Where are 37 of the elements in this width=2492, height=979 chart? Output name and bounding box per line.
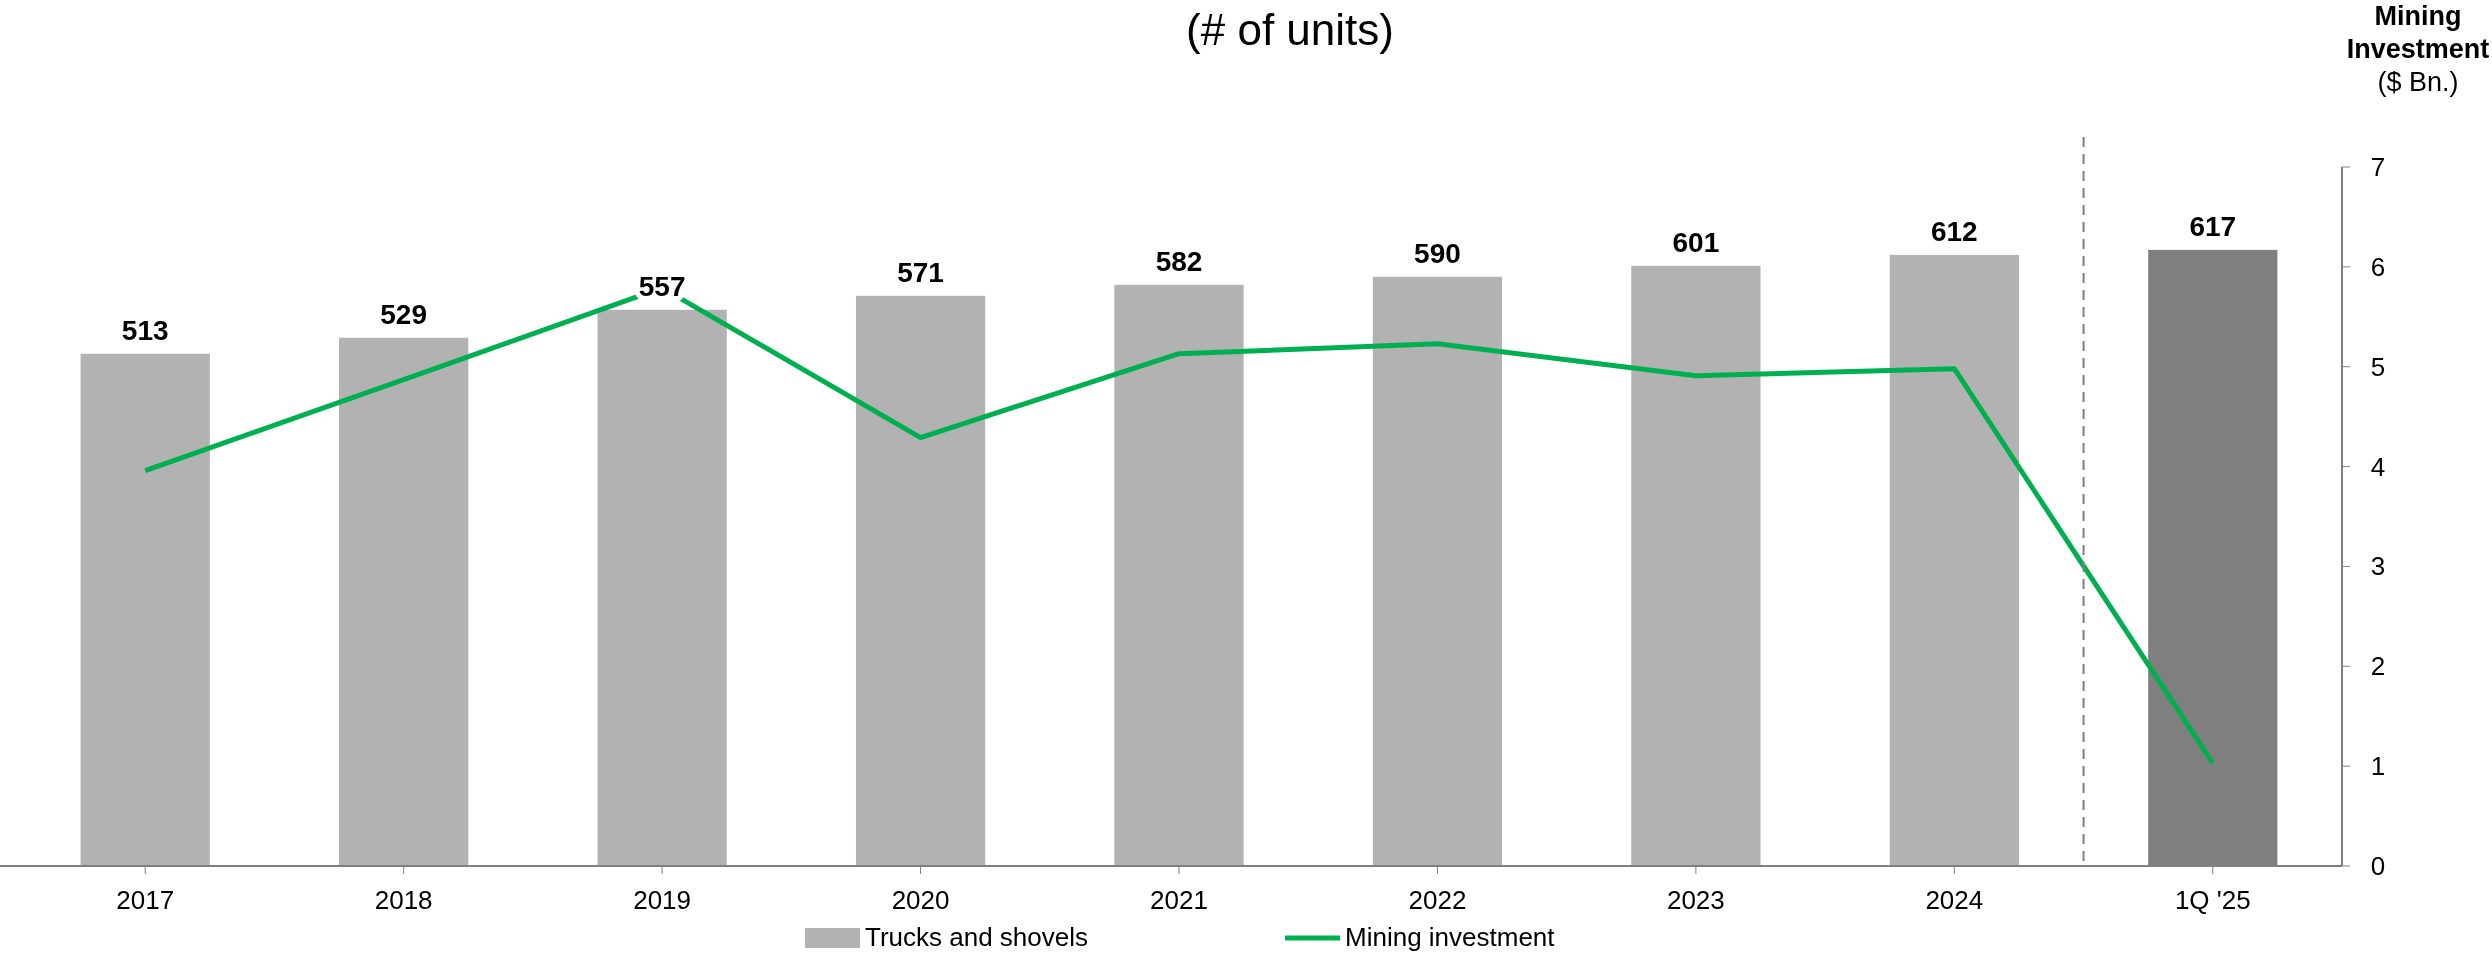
- data-label: 571: [897, 256, 944, 288]
- y2-axis-title: Mining Investment ($ Bn.): [2346, 1, 2490, 97]
- bar: [597, 309, 727, 866]
- x-tick-label: 2018: [374, 885, 433, 915]
- bar: [1631, 265, 1761, 866]
- y2-tick-label: 3: [2370, 551, 2386, 582]
- y2-tick-label: 7: [2370, 152, 2386, 182]
- x-tick-label: 2023: [1666, 885, 1725, 915]
- x-tick-label: 2024: [1925, 885, 1984, 915]
- data-label: 612: [1930, 215, 1978, 247]
- y2-tick-label: 6: [2370, 251, 2386, 282]
- x-tick-label: 2022: [1408, 885, 1467, 915]
- x-tick-label: 2021: [1150, 885, 1208, 915]
- y2-tick-label: 0: [2370, 851, 2386, 881]
- y2-tick-label: 4: [2370, 451, 2386, 482]
- bar: [1889, 254, 2019, 866]
- y2-tick-label: 5: [2370, 351, 2386, 382]
- bar: [80, 353, 210, 866]
- bar: [339, 337, 469, 866]
- x-tick-label: 1Q '25: [2174, 885, 2251, 915]
- data-label: 590: [1414, 237, 1461, 269]
- data-label: 617: [2189, 210, 2237, 242]
- legend-label: Mining investment: [1345, 922, 1556, 952]
- x-tick-label: 2020: [891, 885, 950, 915]
- legend-label: Trucks and shovels: [865, 922, 1089, 952]
- y2-tick-label: 1: [2370, 751, 2386, 782]
- data-label: 582: [1155, 245, 1203, 277]
- bar: [1114, 284, 1244, 866]
- bar: [1372, 276, 1503, 866]
- x-tick-label: 2019: [633, 885, 692, 915]
- y2-tick-label: 2: [2370, 651, 2386, 682]
- chart-title: (# of units): [1186, 5, 1394, 54]
- x-tick-label: 2017: [116, 885, 175, 915]
- data-label: 513: [121, 314, 169, 346]
- bar: [855, 295, 986, 866]
- data-label: 529: [380, 298, 428, 330]
- data-label: 601: [1672, 226, 1720, 258]
